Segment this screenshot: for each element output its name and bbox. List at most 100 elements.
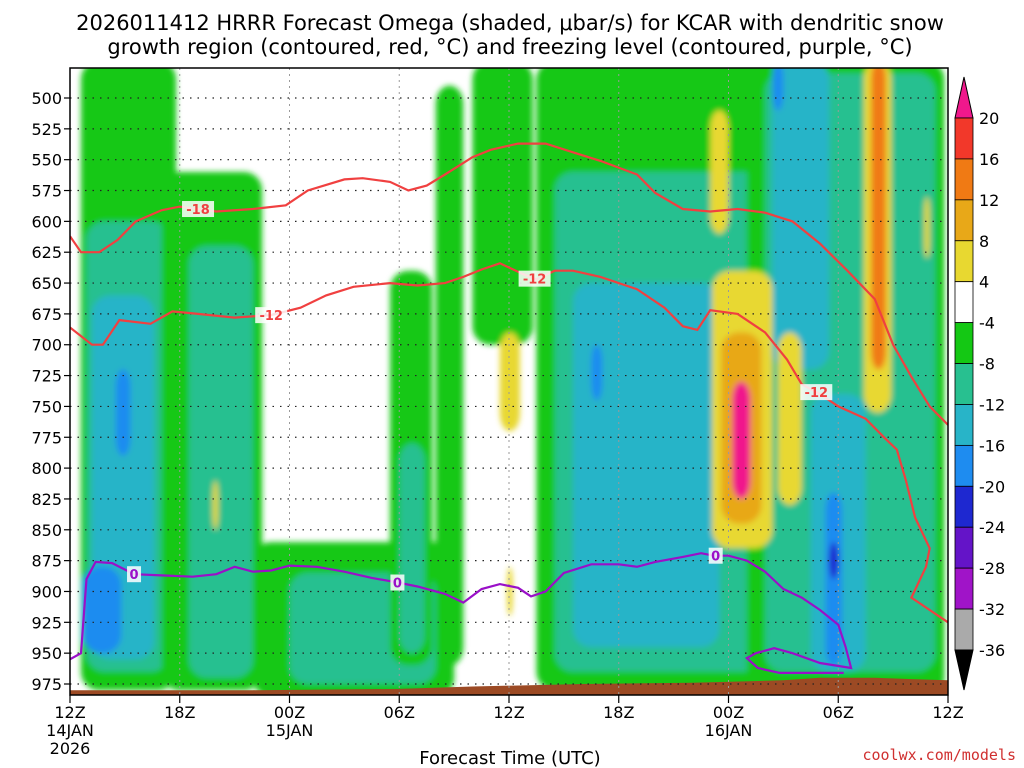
omega-region-pink-core-16jan [732, 381, 751, 499]
dgz-contour-line-minus18 [70, 142, 948, 426]
omega-region-navy-core-16jan [829, 542, 839, 580]
y-tick-label-550: 550 [31, 151, 62, 170]
omega-region-green-col-11z [472, 68, 533, 345]
omega-region-yellow-side-03z [777, 332, 802, 506]
x-tick-label-6: 18Z [164, 703, 195, 722]
omega-region-yellow-dot-11z [924, 196, 930, 259]
freezing-label-bg-0 [127, 566, 142, 583]
dgz-contour-label-0: -18 [186, 203, 210, 218]
dgz-contour-label-1: -12 [259, 309, 283, 324]
omega-region-yellow-dot-18z [212, 480, 219, 530]
dgz-label-bg-2 [518, 270, 551, 287]
omega-region-blue-top-16jan [772, 68, 784, 111]
colorbar-label-11: -28 [979, 559, 1005, 578]
omega-region-blue-core-15jan [591, 344, 603, 401]
colorbar-bottom-arrow [954, 649, 974, 691]
omega-region-teal-band-late14jan [188, 246, 253, 678]
x-tick-label-12: 00Z [274, 703, 305, 722]
colorbar: 20 16 12 8 4 -4 -8 -12 -16 -20 -24 -28 -32 -36 [954, 76, 1005, 691]
y-tick-label-525: 525 [31, 120, 62, 139]
y-tick-label-800: 800 [31, 459, 62, 478]
x-tick-label-36: 00Z [713, 703, 744, 722]
y-tick-label-725: 725 [31, 367, 62, 386]
y-tick-label-775: 775 [31, 428, 62, 447]
freezing-level-contour-line [70, 552, 853, 674]
y-tick-label-650: 650 [31, 274, 62, 293]
omega-region-orange-shaft-08z [871, 68, 886, 370]
colorbar-label-7: -12 [979, 395, 1005, 414]
colorbar-label-13: -36 [979, 641, 1005, 660]
colorbar-bin-5 [954, 281, 974, 324]
colorbar-top-arrow [954, 76, 974, 119]
colorbar-label-12: -32 [979, 600, 1005, 619]
y-tick-label-675: 675 [31, 305, 62, 324]
x-tick-date-12: 15JAN [266, 721, 314, 740]
x-tick-label-42: 06Z [823, 703, 854, 722]
colorbar-label-3: 8 [979, 232, 989, 251]
colorbar-bin-8 [954, 404, 974, 446]
dgz-contour-label-3: -12 [805, 386, 829, 401]
freezing-level-label-1: 0 [393, 577, 402, 592]
x-tick-label-24: 12Z [493, 703, 524, 722]
x-axis-label: Forecast Time (UTC) [419, 748, 600, 768]
omega-region-cyan-col-16jan [772, 68, 830, 370]
colorbar-label-1: 16 [979, 150, 999, 169]
omega-region-green-col-09z [435, 85, 464, 666]
freezing-label-bg-1 [390, 574, 405, 591]
y-tick-label-925: 925 [31, 613, 62, 632]
omega-region-yellow-top-00z [710, 110, 729, 234]
colorbar-label-5: -4 [979, 314, 995, 333]
colorbar-label-6: -8 [979, 355, 995, 374]
dgz-contour-line-minus12 [70, 262, 948, 624]
colorbar-label-0: 20 [979, 109, 999, 128]
colorbar-label-8: -16 [979, 436, 1005, 455]
x-tick-label-30: 18Z [603, 703, 634, 722]
y-tick-label-875: 875 [31, 552, 62, 571]
y-tick-label-825: 825 [31, 490, 62, 509]
omega-region-yellow-dot-12z [507, 566, 513, 617]
contour-layer: -18 -12 -12 -12 0 0 0 [70, 142, 948, 674]
x-tick-label-18: 06Z [384, 703, 415, 722]
chart-title-line-2: growth region (contoured, red, °C) and f… [107, 35, 912, 59]
dgz-label-bg-0 [182, 201, 215, 218]
colorbar-label-2: 12 [979, 191, 999, 210]
colorbar-bin-4 [954, 240, 974, 283]
y-tick-label-575: 575 [31, 182, 62, 201]
omega-region-blue-core-14jan-lower [82, 566, 122, 654]
y-axis: 500 525 550 575 600 625 650 675 700 725 750 775 800 8… [31, 89, 70, 694]
colorbar-bin-10 [954, 485, 974, 528]
colorbar-bin-1 [954, 117, 974, 160]
omega-region-yellow-plume-12z [499, 332, 520, 432]
freezing-level-label-2: 0 [711, 550, 720, 565]
x-tick-label-0: 12Z [54, 703, 85, 722]
omega-region-cyan-core-15jan [573, 283, 720, 647]
colorbar-bin-2 [954, 158, 974, 201]
colorbar-label-4: 4 [979, 273, 989, 292]
freezing-level-label-0: 0 [129, 568, 138, 583]
y-tick-label-700: 700 [31, 336, 62, 355]
colorbar-label-10: -24 [979, 518, 1005, 537]
chart-title-line-1: 2026011412 HRRR Forecast Omega (shaded, … [76, 11, 944, 35]
y-tick-label-600: 600 [31, 212, 62, 231]
omega-region-teal-col-06z [399, 443, 425, 654]
y-tick-label-900: 900 [31, 582, 62, 601]
freezing-label-bg-2 [708, 547, 723, 564]
colorbar-bin-7 [954, 363, 974, 405]
x-tick-year-0: 2026 [50, 739, 91, 758]
dgz-contour-label-2: -12 [523, 273, 547, 288]
y-tick-label-625: 625 [31, 243, 62, 262]
y-tick-label-750: 750 [31, 397, 62, 416]
colorbar-bin-13 [954, 608, 974, 651]
colorbar-bin-3 [954, 199, 974, 242]
dgz-label-bg-1 [255, 307, 288, 324]
dgz-label-bg-3 [800, 384, 833, 401]
credit-text[interactable]: coolwx.com/models [862, 746, 1016, 764]
x-tick-date-36: 16JAN [705, 721, 753, 740]
y-tick-label-500: 500 [31, 89, 62, 108]
omega-shading-layer [80, 68, 945, 695]
colorbar-bin-9 [954, 444, 974, 487]
colorbar-bin-11 [954, 526, 974, 569]
x-tick-date-0: 14JAN [46, 721, 94, 740]
